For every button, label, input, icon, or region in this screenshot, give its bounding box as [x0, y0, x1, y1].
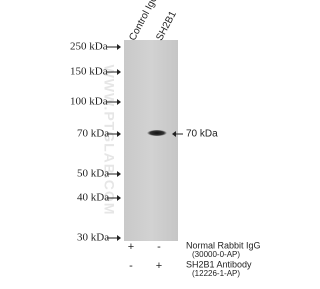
- band: [147, 130, 167, 136]
- marker-label: 30 kDa: [77, 232, 109, 244]
- sign: -: [157, 241, 161, 253]
- marker-label: 150 kDa: [70, 66, 108, 78]
- membrane: [124, 40, 178, 241]
- marker-label: 70 kDa: [77, 128, 109, 140]
- arrow-head: [117, 44, 121, 50]
- blot-figure: Control IgG SH2B1 WWW.PTGLAB.COM 250 kDa…: [0, 0, 309, 284]
- band-label: 70 kDa: [186, 129, 218, 140]
- marker-label: 100 kDa: [70, 96, 108, 108]
- arrow-head: [117, 171, 121, 177]
- marker-label: 40 kDa: [77, 192, 109, 204]
- lane-label: SH2B1: [154, 9, 179, 43]
- arrow-head: [117, 69, 121, 75]
- sign: +: [128, 241, 134, 253]
- catalog: (12226-1-AP): [192, 269, 240, 278]
- sign: +: [156, 260, 162, 272]
- arrow-head: [117, 235, 121, 241]
- treatment-name: Normal Rabbit IgG: [186, 240, 261, 250]
- arrow-head: [117, 195, 121, 201]
- catalog: (30000-0-AP): [192, 250, 240, 259]
- treatment-name: SH2B1 Antibody: [186, 259, 252, 269]
- arrow-head: [117, 131, 121, 137]
- arrow-head: [117, 99, 121, 105]
- marker-label: 250 kDa: [70, 41, 108, 53]
- sign: -: [129, 260, 133, 272]
- marker-label: 50 kDa: [77, 168, 109, 180]
